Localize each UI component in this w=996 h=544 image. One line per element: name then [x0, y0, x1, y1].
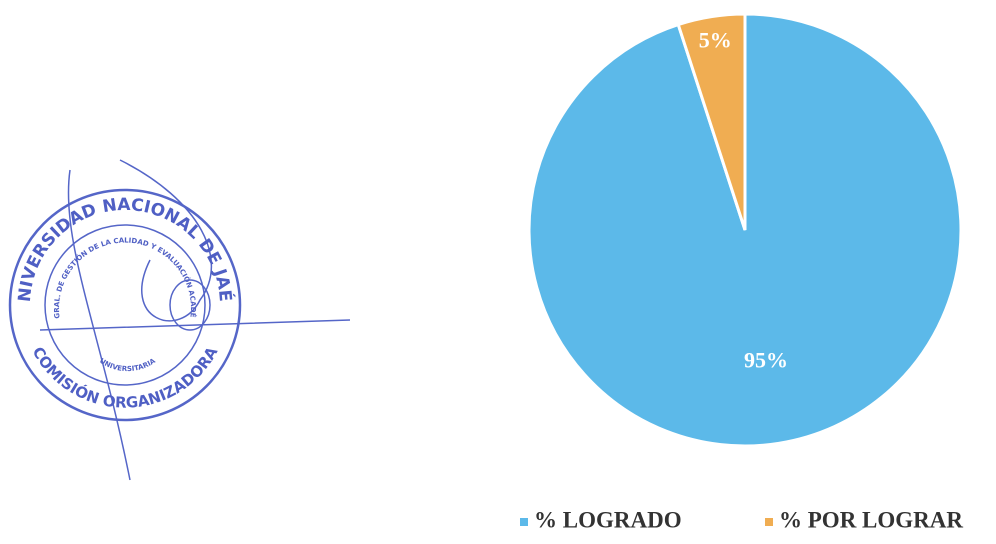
pie-slice	[676, 12, 747, 231]
legend-label: % LOGRADO	[534, 507, 682, 532]
data-label: 5%	[699, 27, 732, 52]
stamp-text: UNIVERSITARIA	[98, 357, 157, 374]
stamp-text: UNIVERSIDAD NACIONAL DE JAÉN	[0, 0, 237, 303]
stamp: UNIVERSIDAD NACIONAL DE JAÉN COMISIÓN OR…	[0, 0, 351, 481]
data-label: 95%	[744, 347, 788, 372]
stamp-text: UNIVERSITARIA	[98, 357, 157, 374]
stamp-text: UNIVERSIDAD NACIONAL DE JAÉN	[0, 0, 237, 303]
legend-marker	[765, 518, 773, 526]
legend-marker	[520, 518, 528, 526]
legend-label: % POR LOGRAR	[779, 507, 963, 532]
signature	[39, 159, 351, 481]
stamp-ring	[44, 224, 206, 386]
signature	[169, 279, 211, 331]
stamp-text: COMISIÓN ORGANIZADORA	[29, 343, 222, 411]
stamp-text: COMISIÓN ORGANIZADORA	[29, 343, 222, 411]
stamp-ring	[8, 188, 242, 422]
